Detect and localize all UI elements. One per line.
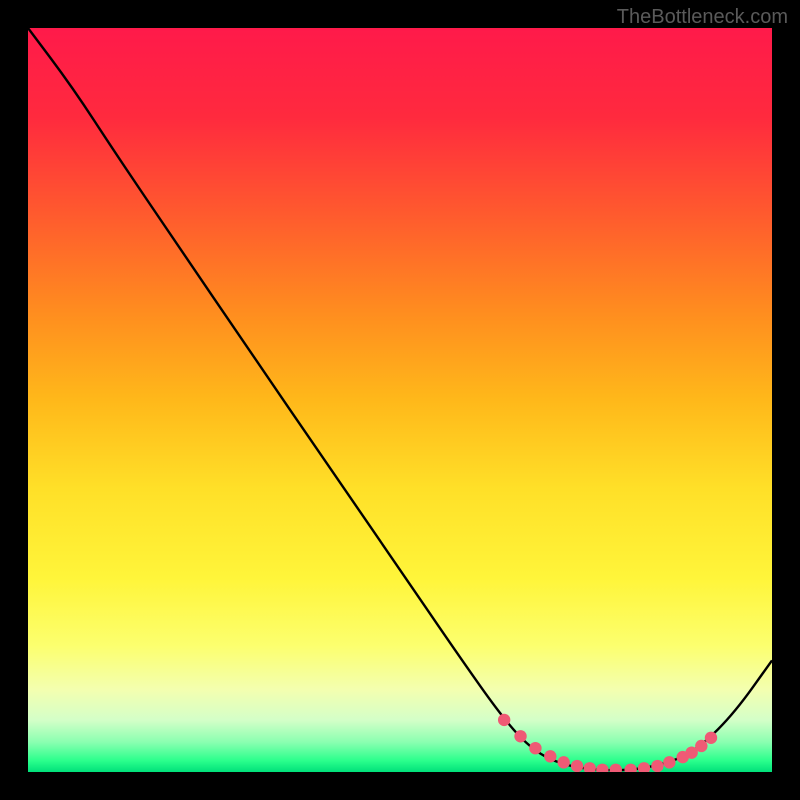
marker-dot bbox=[571, 760, 583, 772]
marker-dot bbox=[651, 760, 663, 772]
marker-dot bbox=[596, 764, 608, 772]
watermark-text: TheBottleneck.com bbox=[617, 6, 788, 29]
marker-dot bbox=[624, 764, 636, 772]
marker-dot bbox=[695, 740, 707, 752]
marker-dot bbox=[529, 742, 541, 754]
curve-line bbox=[28, 28, 772, 770]
marker-dot bbox=[514, 730, 526, 742]
marker-dot bbox=[638, 762, 650, 772]
marker-dot bbox=[663, 756, 675, 768]
marker-dot bbox=[610, 764, 622, 772]
markers-group bbox=[498, 714, 717, 772]
marker-dot bbox=[584, 762, 596, 772]
marker-dot bbox=[498, 714, 510, 726]
marker-dot bbox=[557, 756, 569, 768]
plot-area bbox=[28, 28, 772, 772]
marker-dot bbox=[544, 750, 556, 762]
marker-dot bbox=[705, 732, 717, 744]
chart-overlay bbox=[28, 28, 772, 772]
